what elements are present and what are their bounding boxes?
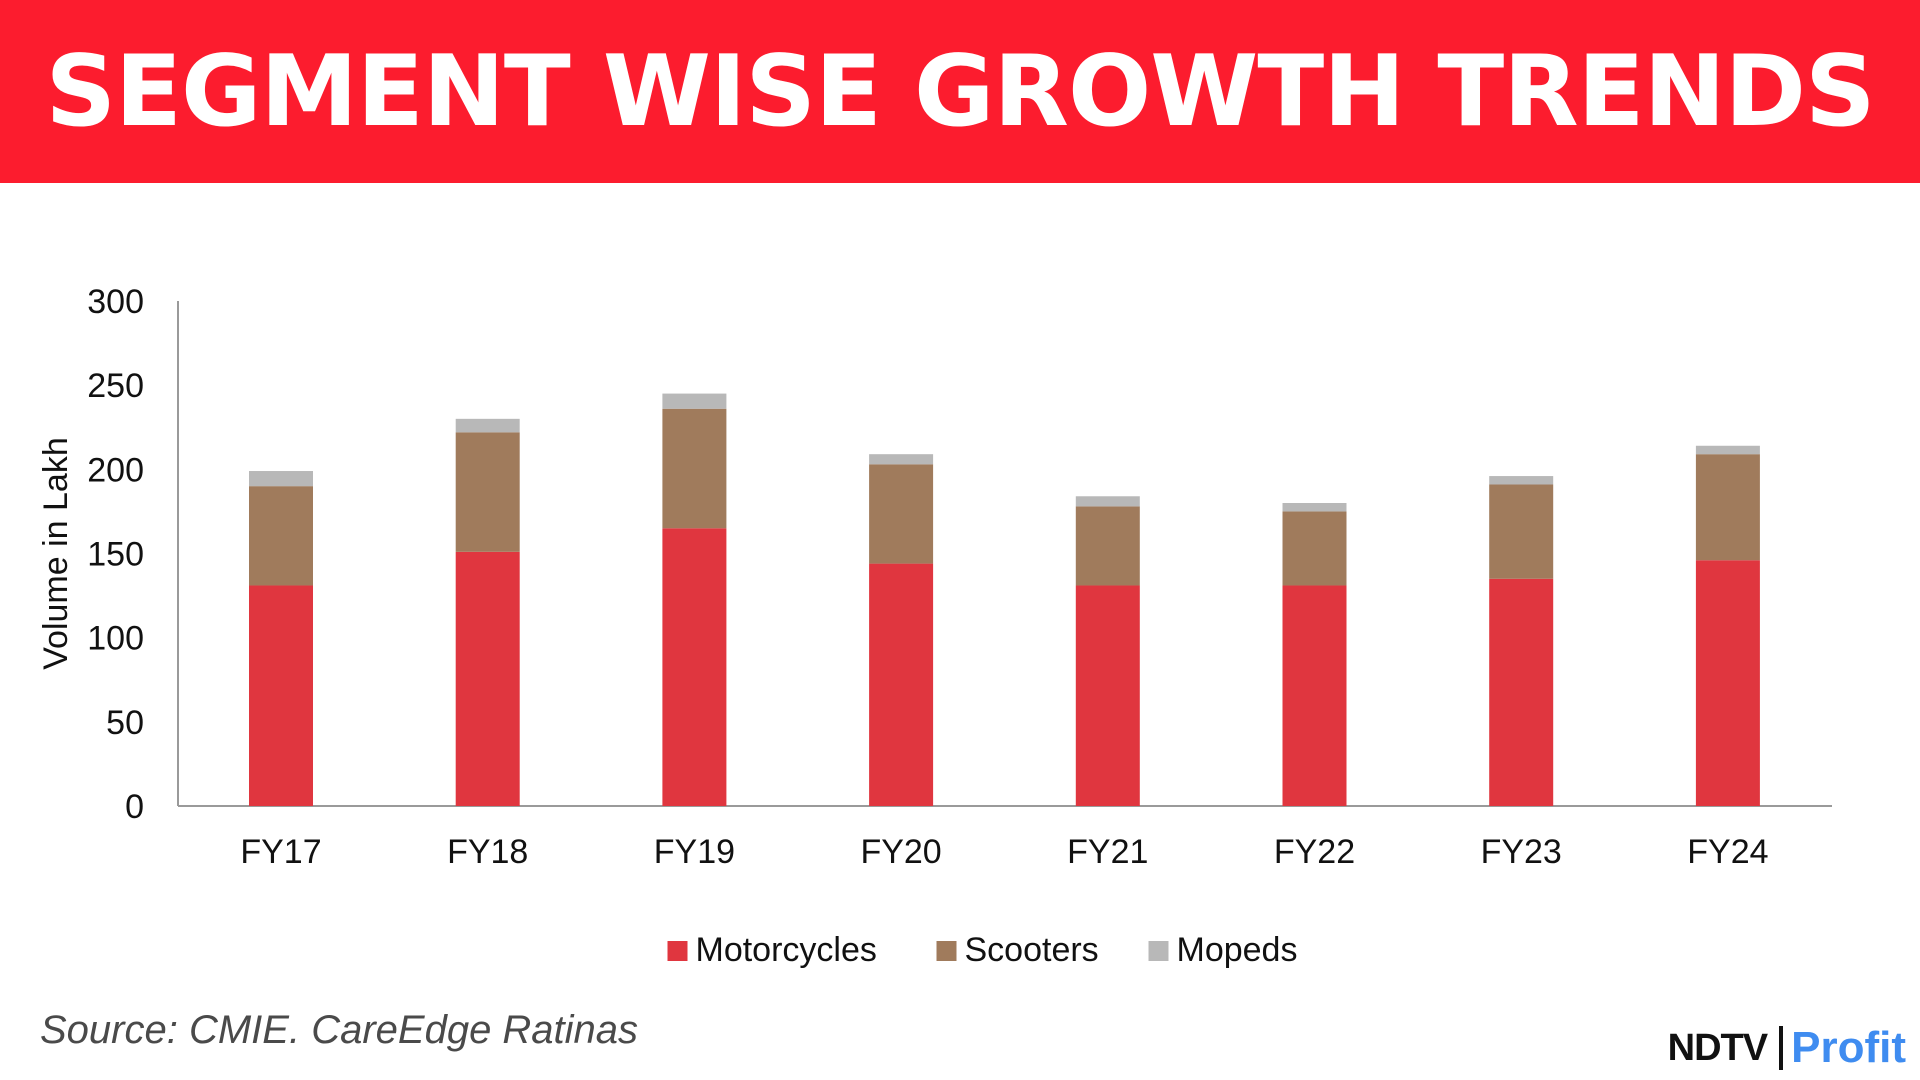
title-banner: SEGMENT WISE GROWTH TRENDS: [0, 0, 1920, 183]
bar-mopeds-fy19: [662, 393, 727, 409]
bar-mopeds-fy18: [455, 418, 520, 433]
x-tick-label: FY19: [654, 833, 735, 871]
y-tick-label: 100: [87, 620, 144, 658]
stacked-bar-chart: 0 50 100 150 200 250 300 Volume in Lakh FY17 FY18…: [37, 283, 1832, 969]
y-tick-label: 0: [125, 788, 144, 826]
source-note: Source: CMIE. CareEdge Ratinas: [40, 1008, 639, 1052]
bar-mopeds-fy21: [1075, 496, 1140, 507]
y-tick-label: 50: [106, 704, 144, 742]
bar-mopeds-fy24: [1695, 445, 1760, 455]
logo-divider: [1779, 1026, 1784, 1070]
bar-motorcycles-fy20: [869, 563, 934, 806]
y-tick-label: 300: [87, 283, 144, 321]
legend-label-scooters: Scooters: [965, 931, 1099, 969]
x-tick-label: FY17: [240, 833, 321, 871]
bar-mopeds-fy20: [869, 454, 934, 465]
bar-scooters-fy23: [1489, 484, 1554, 579]
bar-scooters-fy21: [1075, 506, 1140, 586]
bar-motorcycles-fy18: [455, 551, 520, 806]
bar-motorcycles-fy17: [249, 585, 313, 806]
bar-mopeds-fy23: [1489, 476, 1554, 485]
bar-scooters-fy18: [455, 432, 520, 552]
bar-mopeds-fy17: [249, 471, 313, 487]
logo-profit: Profit: [1791, 1023, 1906, 1072]
legend-label-motorcycles: Motorcycles: [696, 931, 877, 969]
y-axis-title: Volume in Lakh: [37, 437, 75, 670]
y-tick-label: 250: [87, 367, 144, 405]
y-tick-label: 200: [87, 451, 144, 489]
logo-ndtv: NDTV: [1667, 1026, 1768, 1069]
bar-scooters-fy17: [249, 486, 313, 586]
bar-motorcycles-fy19: [662, 528, 727, 806]
brand-logo: NDTV Profit: [1668, 1022, 1906, 1074]
y-tick-label: 150: [87, 536, 144, 574]
bar-motorcycles-fy22: [1282, 585, 1347, 806]
bar-motorcycles-fy21: [1075, 585, 1140, 806]
bar-scooters-fy22: [1282, 511, 1347, 586]
bar-scooters-fy24: [1695, 454, 1760, 561]
x-tick-label: FY20: [860, 833, 941, 871]
legend-swatch-mopeds: [1148, 941, 1169, 961]
x-tick-label: FY23: [1481, 833, 1562, 871]
x-tick-label: FY21: [1067, 833, 1148, 871]
bar-mopeds-fy22: [1282, 503, 1347, 512]
bar-scooters-fy19: [662, 408, 727, 529]
legend-swatch-scooters: [936, 941, 957, 961]
x-tick-label: FY22: [1274, 833, 1355, 871]
legend-swatch-motorcycles: [667, 941, 688, 961]
x-tick-label: FY24: [1687, 833, 1768, 871]
x-tick-label: FY18: [447, 833, 528, 871]
bar-motorcycles-fy24: [1695, 560, 1760, 806]
bar-motorcycles-fy23: [1489, 578, 1554, 806]
page-title: SEGMENT WISE GROWTH TRENDS: [45, 34, 1875, 149]
bar-scooters-fy20: [869, 464, 934, 564]
legend-label-mopeds: Mopeds: [1177, 931, 1298, 969]
